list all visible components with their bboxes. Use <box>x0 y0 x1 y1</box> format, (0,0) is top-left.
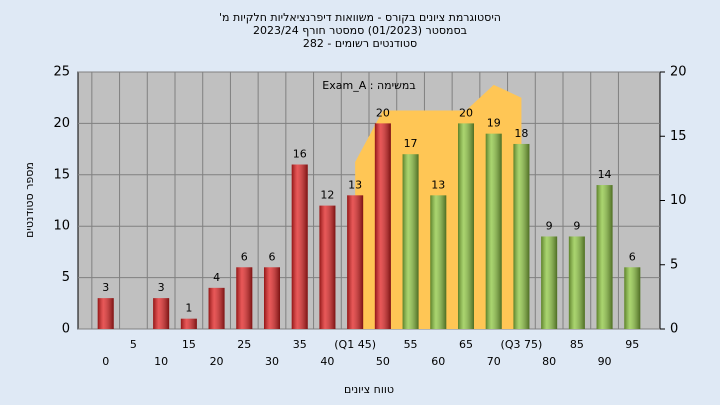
bar-shade <box>430 195 447 329</box>
data-label: 4 <box>213 271 220 284</box>
x-tick-label: 90 <box>598 355 612 368</box>
bar-shade <box>319 205 336 329</box>
title-line: בסמסטר (01/2023) סמסטר חורף 2023/24 <box>253 24 467 37</box>
data-label: 3 <box>102 281 109 294</box>
x-tick-label: 20 <box>210 355 224 368</box>
bar-shade <box>374 123 391 330</box>
data-label: 1 <box>185 302 192 315</box>
title-line: סטודנטים רשומים - 282 <box>303 37 417 50</box>
data-label: 19 <box>487 117 501 130</box>
bar-shade <box>153 298 170 329</box>
data-label: 13 <box>431 178 445 191</box>
bar-shade <box>347 195 364 329</box>
y-tick-label: 0 <box>62 322 70 337</box>
x-tick-label: 80 <box>542 355 556 368</box>
x-tick-label: 65 <box>459 338 473 351</box>
x-tick-label: (Q3 75) <box>501 338 543 351</box>
y2-tick-label: 10 <box>670 193 687 208</box>
bar-shade <box>541 236 558 329</box>
y2-tick-label: 15 <box>670 129 687 144</box>
x-tick-label: 55 <box>404 338 418 351</box>
bar-shade <box>180 318 197 329</box>
x-tick-label: 0 <box>102 355 109 368</box>
x-tick-label: (Q1 45) <box>334 338 376 351</box>
x-tick-label: 50 <box>376 355 390 368</box>
x-tick-label: 70 <box>487 355 501 368</box>
bar-shade <box>458 123 474 330</box>
data-label: 13 <box>348 178 362 191</box>
data-label: 20 <box>376 106 390 119</box>
y2-tick-label: 20 <box>670 65 687 80</box>
data-label: 6 <box>241 250 248 263</box>
data-label: 6 <box>629 250 636 263</box>
y2-tick-label: 5 <box>670 257 678 272</box>
x-tick-label: 30 <box>265 355 279 368</box>
y-tick-label: 20 <box>53 116 70 131</box>
bar-shade <box>596 185 613 329</box>
bar-shade <box>97 298 114 329</box>
bar-shade <box>402 154 419 329</box>
bar-shade <box>264 267 280 329</box>
data-label: 3 <box>158 281 165 294</box>
data-label: 9 <box>546 219 553 232</box>
x-tick-label: 5 <box>130 338 137 351</box>
x-tick-label: 25 <box>237 338 251 351</box>
data-label: 14 <box>598 168 612 181</box>
x-tick-label: 10 <box>154 355 168 368</box>
bar-shade <box>624 267 641 329</box>
title-line: היסטוגרמת ציונים בקורס - משוואות דיפרנצי… <box>219 11 501 24</box>
bar-shade <box>568 236 585 329</box>
data-label: 16 <box>293 148 307 161</box>
x-tick-label: 95 <box>625 338 639 351</box>
y-tick-label: 10 <box>53 219 70 234</box>
bar-shade <box>236 267 253 329</box>
y2-tick-label: 0 <box>670 322 678 337</box>
x-axis-label: טווח ציונים <box>344 383 394 396</box>
data-label: 17 <box>404 137 418 150</box>
data-label: 6 <box>269 250 276 263</box>
x-tick-label: 60 <box>431 355 445 368</box>
data-label: 12 <box>320 189 334 202</box>
annotation: במשימה : Exam_A <box>322 79 415 92</box>
data-label: 9 <box>573 219 580 232</box>
x-tick-label: 40 <box>320 355 334 368</box>
bar-shade <box>485 133 502 329</box>
x-tick-label: 15 <box>182 338 196 351</box>
bar-shade <box>208 287 225 329</box>
y-tick-label: 5 <box>62 270 70 285</box>
bar-shade <box>513 143 530 329</box>
bar-shade <box>291 164 308 329</box>
data-label: 20 <box>459 106 473 119</box>
data-label: 18 <box>514 127 528 140</box>
y-axis-label: מספר סטודנטים <box>23 162 36 238</box>
y-tick-label: 25 <box>53 65 70 80</box>
y-tick-label: 15 <box>53 167 70 182</box>
x-tick-label: 85 <box>570 338 584 351</box>
x-tick-label: 35 <box>293 338 307 351</box>
